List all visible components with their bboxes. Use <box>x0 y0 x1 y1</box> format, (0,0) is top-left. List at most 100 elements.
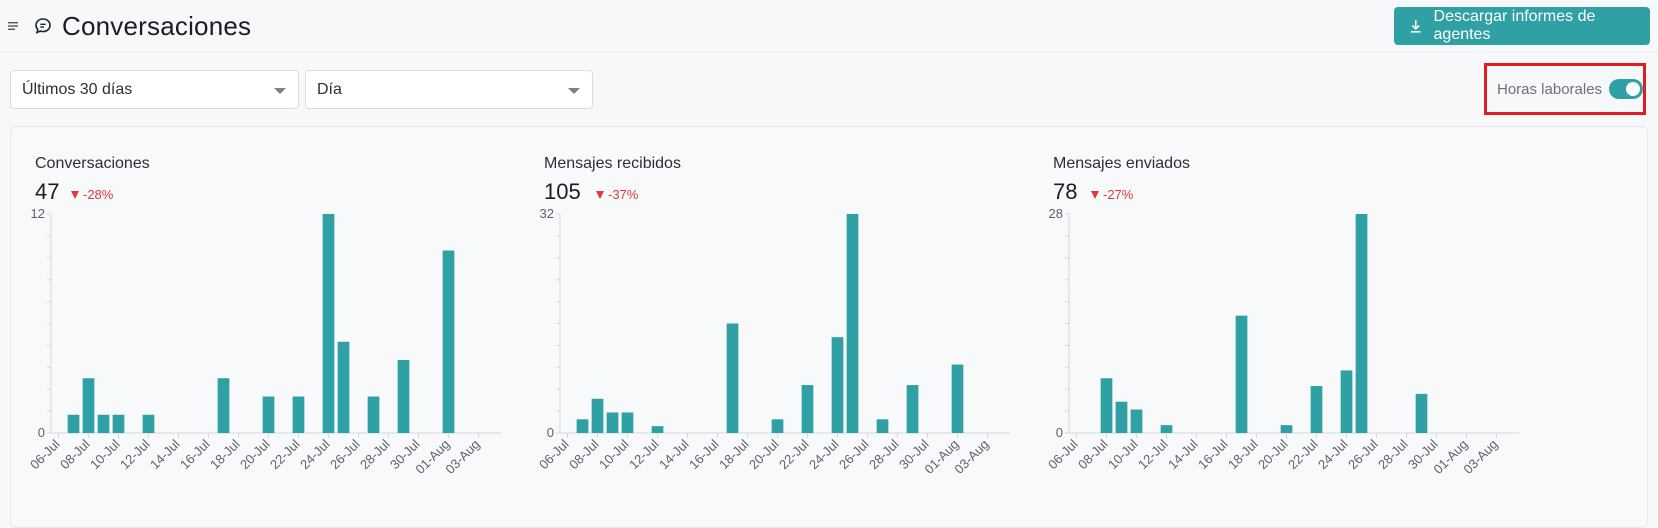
x-tick-label: 03-Aug <box>442 437 482 477</box>
bar[interactable] <box>1115 401 1128 433</box>
download-agent-reports-button[interactable]: Descargar informes de agentes <box>1394 7 1650 45</box>
metric-value: 78 <box>1053 179 1078 204</box>
date-range-value: Últimos 30 días <box>22 80 133 98</box>
toggle-knob <box>1626 82 1640 96</box>
bar[interactable] <box>1235 315 1248 433</box>
chart-messages-sent: 0 28 06-Jul08-Jul10-Jul12-Jul14-Jul16-Jul1… <box>1045 206 1519 477</box>
bar[interactable] <box>1280 425 1293 433</box>
chevron-down-icon <box>274 88 286 94</box>
bar[interactable] <box>1340 370 1353 433</box>
bar[interactable] <box>292 396 305 434</box>
x-tick-label: 12-Jul <box>1135 436 1171 472</box>
x-tick-label: 12-Jul <box>626 436 662 472</box>
y-tick-label: 0 <box>38 425 45 440</box>
metric-delta: -28% <box>71 187 113 202</box>
bar[interactable] <box>82 378 95 433</box>
x-tick-label: 06-Jul <box>536 436 572 472</box>
x-tick-label: 28-Jul <box>357 436 393 472</box>
x-tick-label: 14-Jul <box>656 436 692 472</box>
bar[interactable] <box>591 398 604 433</box>
x-tick-label: 14-Jul <box>147 436 183 472</box>
chart-conversations: 0 12 06-Jul08-Jul10-Jul12-Jul14-Jul16-Jul1… <box>27 206 501 477</box>
x-tick-label: 24-Jul <box>297 436 333 472</box>
bar[interactable] <box>876 419 889 433</box>
menu-icon[interactable] <box>8 20 20 32</box>
bar[interactable] <box>606 412 619 433</box>
bar[interactable] <box>771 419 784 433</box>
business-hours-label: Horas laborales <box>1497 80 1603 98</box>
metric-card-received: Mensajes recibidos 105 -37% 0 32 06-Jul 08-… <box>520 127 1060 527</box>
business-hours-toggle[interactable] <box>1609 79 1643 99</box>
x-tick-label: 28-Jul <box>866 436 902 472</box>
bar[interactable] <box>97 414 110 433</box>
bar[interactable] <box>67 414 80 433</box>
bar[interactable] <box>831 337 844 433</box>
x-tick-label: 18-Jul <box>207 436 243 472</box>
x-tick-label: 26-Jul <box>1345 436 1381 472</box>
bar[interactable] <box>1160 425 1173 433</box>
chart-messages-received: 0 32 06-Jul08-Jul10-Jul12-Jul14-Jul16-Jul1… <box>536 206 1010 477</box>
x-tick-label: 08-Jul <box>1075 436 1111 472</box>
bar[interactable] <box>112 414 125 433</box>
x-tick-label: 26-Jul <box>836 436 872 472</box>
x-tick-label: 20-Jul <box>237 436 273 472</box>
x-tick-label: 22-Jul <box>776 436 812 472</box>
metric-title: Mensajes enviados <box>1053 155 1190 172</box>
x-tick-label: 16-Jul <box>1195 436 1231 472</box>
x-tick-label: 22-Jul <box>267 436 303 472</box>
bar[interactable] <box>322 214 335 433</box>
group-by-select[interactable]: Día <box>305 70 593 109</box>
x-tick-label: 18-Jul <box>716 436 752 472</box>
bar[interactable] <box>906 385 919 433</box>
x-tick-label: 20-Jul <box>746 436 782 472</box>
y-tick-label: 0 <box>1056 425 1063 440</box>
bar[interactable] <box>1100 378 1113 433</box>
bar[interactable] <box>367 396 380 434</box>
bar[interactable] <box>621 412 634 433</box>
x-tick-label: 22-Jul <box>1285 436 1321 472</box>
bar[interactable] <box>846 214 859 433</box>
bar[interactable] <box>651 426 664 433</box>
x-tick-label: 16-Jul <box>177 436 213 472</box>
metric-delta-value: -28% <box>83 187 114 202</box>
bar[interactable] <box>142 414 155 433</box>
bar[interactable] <box>337 341 350 433</box>
metric-value: 105 <box>544 179 581 204</box>
x-tick-label: 03-Aug <box>951 437 991 477</box>
business-hours-highlight: Horas laborales <box>1484 63 1646 115</box>
date-range-select[interactable]: Últimos 30 días <box>10 70 299 109</box>
x-tick-label: 12-Jul <box>117 436 153 472</box>
bar[interactable] <box>262 396 275 434</box>
bar[interactable] <box>576 419 589 433</box>
bar[interactable] <box>442 250 455 434</box>
page-title: Conversaciones <box>62 11 252 41</box>
trend-down-icon <box>71 190 79 199</box>
x-tick-label: 24-Jul <box>806 436 842 472</box>
x-tick-label: 06-Jul <box>1045 436 1081 472</box>
bar[interactable] <box>801 385 814 433</box>
x-tick-label: 03-Aug <box>1460 437 1500 477</box>
bar[interactable] <box>397 360 410 433</box>
bar[interactable] <box>726 323 739 434</box>
metric-title: Conversaciones <box>35 155 150 172</box>
metric-delta: -37% <box>596 187 638 202</box>
metric-value: 47 <box>35 179 60 204</box>
chevron-down-icon <box>568 88 580 94</box>
x-tick-label: 28-Jul <box>1375 436 1411 472</box>
top-header: Conversaciones Descargar informes de age… <box>0 0 1658 52</box>
y-tick-label: 0 <box>547 425 554 440</box>
x-tick-label: 24-Jul <box>1315 436 1351 472</box>
x-tick-label: 18-Jul <box>1225 436 1261 472</box>
bar[interactable] <box>1355 214 1368 433</box>
x-tick-label: 10-Jul <box>596 436 632 472</box>
metric-card-conversations: Conversaciones 47 -28% 0 12 06-Jul 08-Jul 10… <box>11 127 551 527</box>
x-tick-label: 26-Jul <box>327 436 363 472</box>
bar[interactable] <box>1130 409 1143 433</box>
metric-delta-value: -37% <box>608 187 639 202</box>
bar[interactable] <box>1415 393 1428 433</box>
group-by-value: Día <box>317 80 342 98</box>
bar[interactable] <box>1310 386 1323 433</box>
bar[interactable] <box>951 364 964 433</box>
bar[interactable] <box>217 378 230 433</box>
trend-down-icon <box>596 190 604 199</box>
